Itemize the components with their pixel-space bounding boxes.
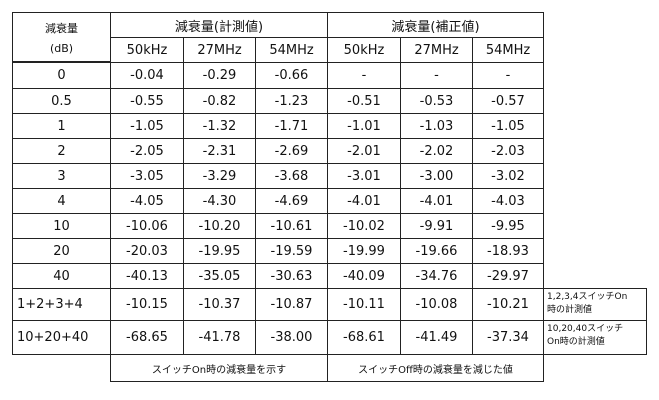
table-cell: -9.95 [472,213,544,239]
table-cell: -4.30 [183,188,256,214]
freq-header: 50kHz [110,37,184,63]
table-cell: -1.71 [255,113,328,139]
table-cell: -19.59 [255,238,328,264]
table-cell: -40.09 [327,263,401,289]
table-cell: -0.29 [183,62,256,89]
freq-header: 27MHz [183,37,256,63]
table-cell: -10.20 [183,213,256,239]
table-cell: -3.29 [183,163,256,189]
table-cell: -9.91 [400,213,473,239]
table-cell: -1.05 [472,113,544,139]
row-label: 1 [12,113,111,139]
row-label: 0.5 [12,88,111,114]
note-sum-1234-line2: 時の計測値 [547,305,593,315]
table-cell: -0.51 [327,88,401,114]
corrected-group-header: 減衰量(補正値) [327,12,544,38]
table-cell: -34.76 [400,263,473,289]
table-cell: -19.95 [183,238,256,264]
table-cell: -4.05 [110,188,184,214]
table-cell: -0.82 [183,88,256,114]
table-cell: -3.05 [110,163,184,189]
table-cell: -0.53 [400,88,473,114]
table-cell: -0.04 [110,62,184,89]
table-cell: - [400,62,473,89]
freq-header: 50kHz [327,37,401,63]
table-cell: -19.66 [400,238,473,264]
table-cell: -1.23 [255,88,328,114]
note-sum-102040-line1: 10,20,40スイッチ [547,324,624,334]
table-cell: -2.01 [327,138,401,164]
table-cell: -41.78 [183,320,256,355]
table-cell: -29.97 [472,263,544,289]
table-cell: -2.02 [400,138,473,164]
table-cell: -4.01 [400,188,473,214]
table-cell: -68.65 [110,320,184,355]
table-cell: -1.05 [110,113,184,139]
freq-header: 54MHz [255,37,328,63]
table-cell: -19.99 [327,238,401,264]
table-cell: - [472,62,544,89]
table-cell: -2.05 [110,138,184,164]
table-cell: -10.11 [327,288,401,321]
row-label: 4 [12,188,111,214]
row-label: 1+2+3+4 [12,288,111,321]
corrected-footer-note: スイッチOff時の減衰量を減じた値 [327,354,544,382]
attenuation-header: 減衰量 (dB) [12,12,111,62]
table-cell: -10.08 [400,288,473,321]
note-sum-1234-line1: 1,2,3,4スイッチOn [547,292,628,302]
table-cell: -2.31 [183,138,256,164]
table-cell: -0.55 [110,88,184,114]
table-cell: -10.15 [110,288,184,321]
attenuation-unit: (dB) [49,41,74,55]
row-label: 40 [12,263,111,289]
freq-header: 54MHz [472,37,544,63]
table-cell: -68.61 [327,320,401,355]
table-cell: -4.69 [255,188,328,214]
row-label: 0 [12,62,111,89]
table-cell: -41.49 [400,320,473,355]
table-cell: -3.02 [472,163,544,189]
table-cell: -3.68 [255,163,328,189]
table-cell: -4.01 [327,188,401,214]
table-cell: -10.61 [255,213,328,239]
table-cell: -40.13 [110,263,184,289]
table-cell: -1.01 [327,113,401,139]
table-cell: -3.01 [327,163,401,189]
row-label: 20 [12,238,111,264]
note-sum-102040-line2: On時の計測値 [547,337,605,347]
table-cell: -20.03 [110,238,184,264]
measured-footer-note: スイッチOn時の減衰量を示す [110,354,328,382]
table-cell: -10.02 [327,213,401,239]
table-cell: -37.34 [472,320,544,355]
freq-header: 27MHz [400,37,473,63]
table-cell: -2.69 [255,138,328,164]
note-sum-102040: 10,20,40スイッチ On時の計測値 [543,320,647,355]
table-cell: -10.87 [255,288,328,321]
measured-group-header: 減衰量(計測値) [110,12,328,38]
table-cell: -38.00 [255,320,328,355]
row-label: 3 [12,163,111,189]
row-label: 10 [12,213,111,239]
table-cell: -1.03 [400,113,473,139]
table-cell: -35.05 [183,263,256,289]
table-cell: -0.57 [472,88,544,114]
table-cell: -3.00 [400,163,473,189]
row-label: 2 [12,138,111,164]
table-cell: -10.37 [183,288,256,321]
table-cell: -18.93 [472,238,544,264]
table-cell: -0.66 [255,62,328,89]
table-cell: - [327,62,401,89]
row-label: 10+20+40 [12,320,111,355]
attenuation-label: 減衰量 [45,21,78,35]
table-cell: -1.32 [183,113,256,139]
table-cell: -2.03 [472,138,544,164]
table-cell: -30.63 [255,263,328,289]
note-sum-1234: 1,2,3,4スイッチOn 時の計測値 [543,288,647,321]
table-cell: -10.21 [472,288,544,321]
table-cell: -4.03 [472,188,544,214]
table-cell: -10.06 [110,213,184,239]
